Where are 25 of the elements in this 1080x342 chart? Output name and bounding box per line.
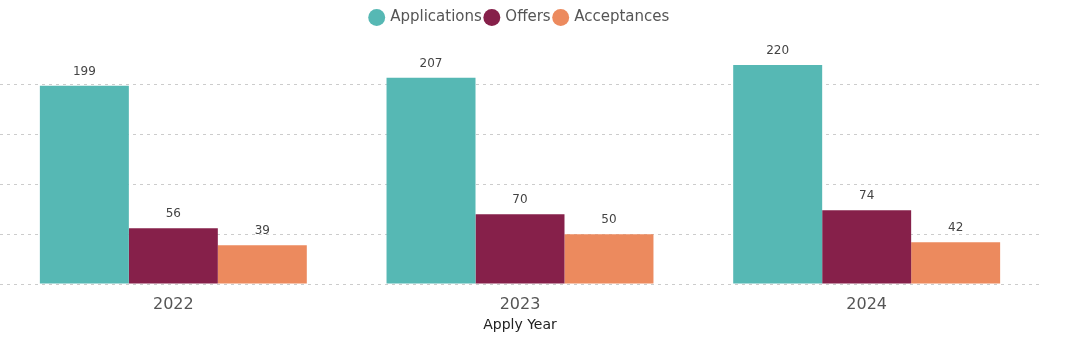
- bar: [128, 228, 218, 284]
- bar: [733, 64, 823, 284]
- x-axis-title: Apply Year: [483, 316, 558, 333]
- legend-label: Offers: [505, 7, 551, 26]
- x-tick-label: 2023: [499, 293, 541, 313]
- bar: [911, 242, 1001, 284]
- data-label: 70: [512, 192, 528, 207]
- data-label: 39: [254, 223, 270, 238]
- bar: [822, 210, 912, 284]
- bar: [386, 77, 476, 284]
- data-label: 199: [72, 63, 96, 78]
- bar: [39, 85, 129, 284]
- data-label: 50: [601, 212, 617, 227]
- x-tick-label: 2022: [152, 293, 194, 313]
- data-label: 220: [766, 43, 790, 58]
- data-label: 207: [419, 55, 443, 70]
- data-label: 74: [859, 188, 875, 203]
- data-label: 56: [165, 206, 181, 221]
- bar: [217, 245, 307, 284]
- legend-label: Applications: [390, 7, 483, 26]
- data-label: 42: [948, 220, 964, 235]
- x-tick-label: 2024: [846, 293, 888, 313]
- bar: [475, 214, 565, 284]
- bar: [564, 234, 654, 284]
- legend-label: Acceptances: [574, 7, 670, 26]
